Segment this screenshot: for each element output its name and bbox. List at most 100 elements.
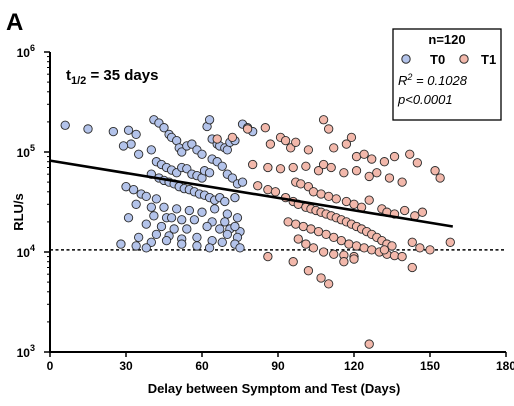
point-t0 xyxy=(108,126,118,137)
point-t1 xyxy=(407,262,417,273)
point-t0 xyxy=(217,237,227,247)
point-t1 xyxy=(331,194,341,204)
point-t0 xyxy=(151,229,162,240)
point-t0 xyxy=(230,192,240,203)
point-t0 xyxy=(172,204,182,214)
point-t1 xyxy=(306,224,316,234)
point-t1 xyxy=(288,162,298,173)
point-t1 xyxy=(303,145,314,155)
point-t0 xyxy=(220,217,230,227)
point-t0 xyxy=(192,241,202,251)
point-t0 xyxy=(215,224,225,234)
point-t0 xyxy=(134,232,144,243)
legend-label-t0: T0 xyxy=(430,52,445,67)
half-life-subscript: 1/2 xyxy=(71,75,86,87)
point-t0 xyxy=(235,243,245,253)
point-t0 xyxy=(177,147,187,157)
point-t1 xyxy=(364,339,374,349)
point-t1 xyxy=(263,185,273,195)
point-t1 xyxy=(364,171,374,182)
point-t1 xyxy=(407,237,417,247)
point-t1 xyxy=(387,241,397,251)
x-ticks: 0 30 60 90 120 150 180 xyxy=(47,352,514,373)
point-t1 xyxy=(318,115,329,125)
point-t0 xyxy=(202,221,212,232)
plot-area xyxy=(49,115,506,349)
point-t1 xyxy=(435,173,445,183)
point-t1 xyxy=(291,219,301,229)
point-t1 xyxy=(265,139,276,149)
y-axis-title: RLU/s xyxy=(11,193,26,231)
half-life-suffix: = 35 days xyxy=(86,67,158,84)
point-t0 xyxy=(141,191,151,202)
point-t1 xyxy=(212,134,222,144)
point-t1 xyxy=(321,229,331,240)
point-t1 xyxy=(372,168,382,178)
x-axis-title: Delay between Symptom and Test (Days) xyxy=(148,381,401,396)
point-t1 xyxy=(341,196,352,207)
point-t0 xyxy=(220,196,230,207)
point-t0 xyxy=(131,199,141,209)
point-t1 xyxy=(339,168,349,178)
point-t0 xyxy=(187,139,197,149)
point-t1 xyxy=(308,243,319,253)
x-tick-label: 120 xyxy=(344,359,364,373)
point-t1 xyxy=(425,245,435,255)
point-t0 xyxy=(210,204,220,214)
point-t1 xyxy=(397,177,407,187)
point-t1 xyxy=(341,139,352,149)
point-t1 xyxy=(405,149,415,159)
point-t1 xyxy=(324,279,334,289)
r-squared-value: = 0.1028 xyxy=(412,73,467,88)
point-t1 xyxy=(412,158,422,168)
point-t0 xyxy=(118,141,129,151)
point-t0 xyxy=(169,224,179,234)
point-t1 xyxy=(359,149,369,159)
point-t1 xyxy=(349,199,359,209)
point-t1 xyxy=(242,124,253,134)
point-t1 xyxy=(329,143,339,153)
axes: 0 30 60 90 120 150 180 103 104 105 106 xyxy=(17,43,514,373)
point-t1 xyxy=(415,243,425,253)
point-t0 xyxy=(204,168,215,178)
point-t1 xyxy=(329,232,339,243)
point-t0 xyxy=(159,123,169,133)
point-t0 xyxy=(60,120,70,130)
point-t0 xyxy=(204,115,215,125)
point-t1 xyxy=(359,243,369,253)
point-t0 xyxy=(146,202,156,212)
point-t1 xyxy=(308,187,319,197)
point-t1 xyxy=(313,166,324,176)
point-t0 xyxy=(217,161,227,171)
x-tick-label: 150 xyxy=(420,359,440,373)
point-t0 xyxy=(146,145,156,155)
point-t1 xyxy=(389,250,400,261)
point-t1 xyxy=(344,239,354,249)
y-tick-label: 103 xyxy=(17,343,35,360)
r-squared-exponent: 2 xyxy=(406,72,412,82)
point-t1 xyxy=(316,273,326,283)
point-t1 xyxy=(336,235,346,246)
point-t1 xyxy=(291,137,301,147)
point-t0 xyxy=(222,229,232,240)
point-t0 xyxy=(141,219,151,229)
point-t0 xyxy=(166,213,177,223)
point-t1 xyxy=(303,266,314,276)
point-t1 xyxy=(313,226,324,237)
legend-title: n=120 xyxy=(428,32,465,47)
point-t0 xyxy=(123,213,134,223)
point-t1 xyxy=(263,251,273,262)
legend-marker-t0 xyxy=(401,54,411,64)
point-t1 xyxy=(379,157,390,167)
point-t1 xyxy=(430,166,440,176)
point-t0 xyxy=(116,239,126,249)
point-t0 xyxy=(237,177,248,187)
point-t1 xyxy=(326,162,336,173)
point-t1 xyxy=(298,221,308,232)
point-t1 xyxy=(275,164,286,174)
point-t1 xyxy=(301,239,311,249)
point-t0 xyxy=(159,202,169,212)
point-t0 xyxy=(156,221,167,232)
point-t0 xyxy=(161,235,172,246)
